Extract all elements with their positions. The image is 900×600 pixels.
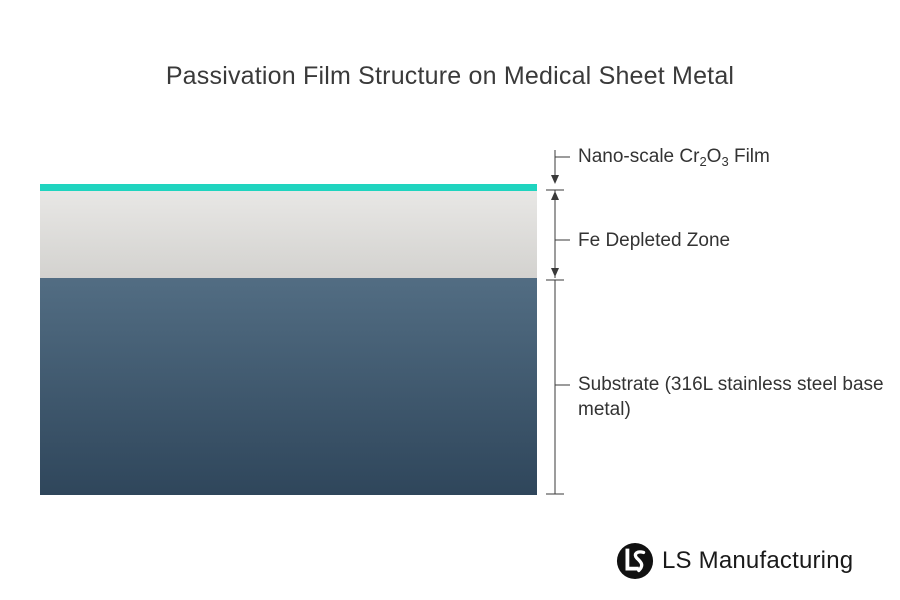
cr2o3-film-layer	[40, 184, 537, 191]
film-arrow-down	[551, 175, 559, 184]
fe-zone-label: Fe Depleted Zone	[578, 230, 731, 251]
film-label: Nano-scale Cr2O3 Film	[578, 146, 770, 169]
company-logo: LS Manufacturing	[616, 541, 853, 581]
logo-text: LS Manufacturing	[662, 547, 854, 574]
ls-logo-icon	[616, 542, 654, 580]
fe-depleted-zone-layer	[40, 191, 537, 278]
substrate-layer	[40, 278, 537, 495]
fe-zone-arrow-down	[551, 268, 559, 277]
diagram-title: Passivation Film Structure on Medical Sh…	[165, 62, 735, 90]
substrate-label: Substrate (316L stainless steel base met…	[578, 374, 884, 420]
fe-zone-arrow-up	[551, 191, 559, 200]
